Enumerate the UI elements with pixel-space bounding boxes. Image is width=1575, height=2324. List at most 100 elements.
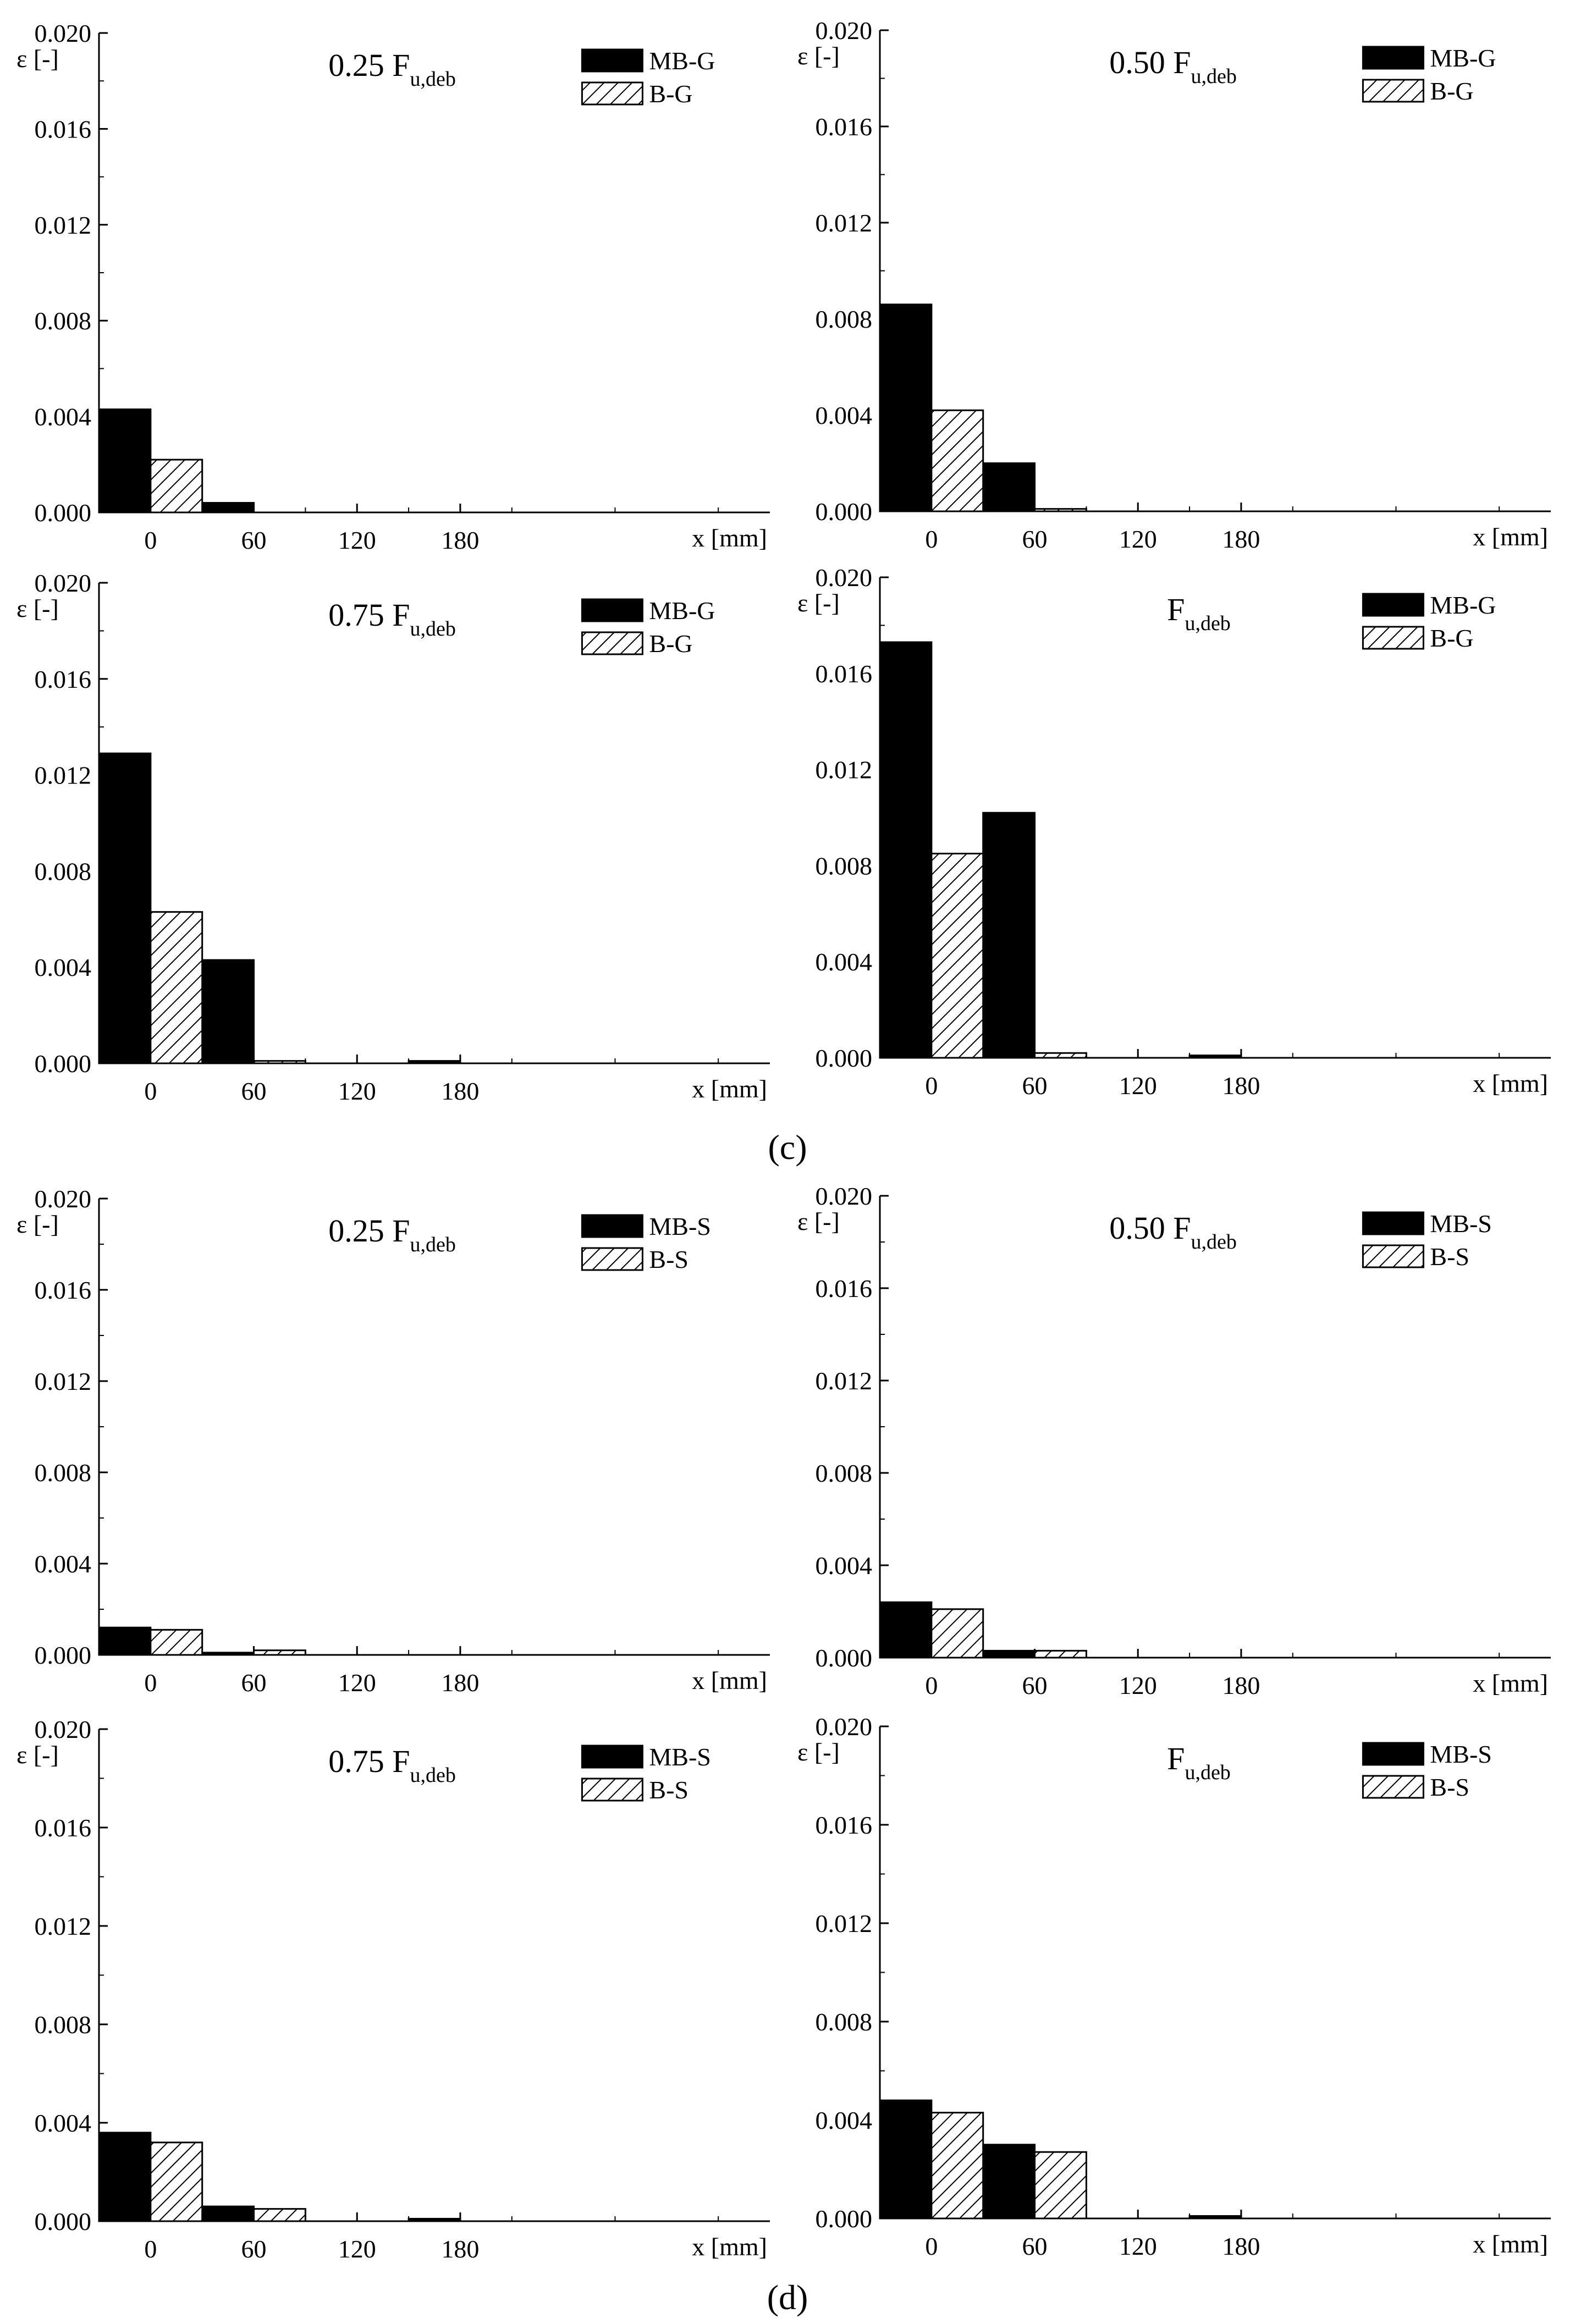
- y-axis-label: ε [-]: [16, 45, 59, 73]
- y-tick-label: 0.020: [816, 1182, 873, 1210]
- mb-bar-60: [201, 502, 255, 514]
- chart-title: Fu,deb: [1167, 1741, 1231, 1784]
- chart-title: 0.50 Fu,deb: [1109, 1210, 1237, 1254]
- y-tick-label: 0.016: [35, 1276, 92, 1304]
- mb-bar-0: [98, 409, 152, 514]
- y-tick-label: 0.020: [35, 1185, 92, 1213]
- x-axis-label: x [mm]: [1473, 1669, 1548, 1697]
- x-tick-label: 60: [1022, 2232, 1048, 2260]
- y-axis-label: ε [-]: [16, 1741, 59, 1769]
- legend-label: B-S: [1430, 1243, 1469, 1271]
- x-tick-label: 0: [144, 1669, 157, 1697]
- legend-swatch: [581, 598, 643, 622]
- x-tick-label: 60: [1022, 1072, 1048, 1100]
- legend-label: MB-G: [1430, 591, 1496, 619]
- x-tick-label: 120: [1119, 2232, 1157, 2260]
- y-tick-label: 0.008: [35, 1459, 92, 1487]
- x-tick-label: 120: [338, 526, 376, 554]
- x-tick-label: 120: [338, 1077, 376, 1105]
- x-tick-label: 180: [1222, 2232, 1260, 2260]
- legend-swatch: [581, 1777, 643, 1802]
- mb-bar-60: [201, 959, 255, 1064]
- b-bar-60: [1034, 1649, 1087, 1659]
- legend-label: B-S: [649, 1245, 689, 1273]
- legend-swatch: [1362, 79, 1424, 103]
- chart-6: 0.000 0.004 0.008 0.012 0.016 0.020 0 60 120 180 ε…: [797, 1182, 1551, 1699]
- legend-label: MB-G: [649, 47, 715, 75]
- legend-swatch: [581, 81, 643, 106]
- legend-swatch: [581, 631, 643, 655]
- legend-swatch: [1362, 626, 1424, 650]
- mb-bar-180: [1188, 1055, 1242, 1059]
- panel-label-c: (c): [768, 1128, 807, 1167]
- y-axis-label: ε [-]: [16, 1210, 59, 1238]
- y-tick-label: 0.016: [35, 115, 92, 143]
- y-tick-label: 0.008: [816, 1459, 873, 1487]
- x-tick-label: 180: [1222, 1072, 1260, 1100]
- x-tick-label: 60: [1022, 525, 1048, 553]
- y-tick-label: 0.012: [816, 209, 873, 237]
- x-tick-label: 120: [1119, 525, 1157, 553]
- b-bar-0: [930, 2112, 984, 2220]
- y-tick-label: 0.000: [35, 1641, 92, 1669]
- legend-swatch: [581, 1745, 643, 1769]
- x-tick-label: 180: [441, 1077, 479, 1105]
- mb-bar-180: [1188, 2215, 1242, 2220]
- chart-title-subscript: u,deb: [1185, 1761, 1230, 1784]
- legend-label: MB-S: [649, 1212, 711, 1240]
- y-tick-label: 0.008: [816, 2008, 873, 2036]
- chart-5: 0.000 0.004 0.008 0.012 0.016 0.020 0 60 120 180 ε…: [16, 1185, 770, 1697]
- legend-label: B-G: [1430, 77, 1473, 105]
- chart-title: 0.50 Fu,deb: [1109, 45, 1237, 88]
- legend-swatch: [1362, 46, 1424, 70]
- mb-bar-0: [879, 1601, 933, 1659]
- legend-label: B-G: [1430, 624, 1473, 652]
- mb-bar-0: [879, 303, 933, 512]
- legend-label: B-G: [649, 80, 692, 108]
- mb-bar-60: [201, 1652, 255, 1656]
- x-tick-label: 120: [338, 2235, 376, 2263]
- mb-bar-60: [982, 1649, 1036, 1659]
- y-tick-label: 0.000: [816, 1044, 873, 1072]
- y-tick-label: 0.020: [816, 16, 873, 45]
- chart-title-subscript: u,deb: [410, 1233, 456, 1256]
- b-bar-0: [930, 1608, 984, 1659]
- y-tick-label: 0.004: [816, 948, 873, 976]
- legend-swatch: [1362, 1775, 1424, 1799]
- x-axis-label: x [mm]: [1473, 2230, 1548, 2258]
- y-tick-label: 0.000: [35, 2207, 92, 2235]
- x-tick-label: 60: [241, 1077, 267, 1105]
- x-tick-label: 120: [338, 1669, 376, 1697]
- y-tick-label: 0.008: [816, 305, 873, 333]
- legend-swatch: [581, 1214, 643, 1238]
- b-bar-0: [150, 2141, 203, 2222]
- chart-3: 0.000 0.004 0.008 0.012 0.016 0.020 0 60 120 180 ε…: [16, 569, 770, 1105]
- y-tick-label: 0.004: [35, 2109, 92, 2137]
- b-bar-60: [1034, 1052, 1087, 1059]
- x-tick-label: 0: [144, 2235, 157, 2263]
- chart-1: 0.000 0.004 0.008 0.012 0.016 0.020 0 60 120 180 ε…: [16, 19, 770, 554]
- chart-title-subscript: u,deb: [410, 1764, 456, 1787]
- x-tick-label: 60: [241, 2235, 267, 2263]
- y-tick-label: 0.000: [35, 499, 92, 527]
- y-tick-label: 0.012: [35, 211, 92, 239]
- chart-title-subscript: u,deb: [410, 68, 456, 91]
- y-tick-label: 0.012: [35, 1367, 92, 1395]
- legend-swatch: [581, 48, 643, 73]
- x-tick-label: 180: [441, 2235, 479, 2263]
- x-tick-label: 0: [925, 2232, 938, 2260]
- legend-swatch: [581, 1247, 643, 1271]
- mb-bar-0: [98, 752, 152, 1064]
- y-tick-label: 0.020: [816, 1713, 873, 1741]
- y-tick-label: 0.012: [816, 1909, 873, 1937]
- y-tick-label: 0.012: [816, 1367, 873, 1395]
- legend-label: MB-S: [1430, 1740, 1491, 1768]
- chart-title: 0.25 Fu,deb: [328, 47, 456, 91]
- y-tick-label: 0.012: [816, 756, 873, 784]
- mb-bar-0: [879, 641, 933, 1059]
- x-tick-label: 180: [441, 1669, 479, 1697]
- chart-title-subscript: u,deb: [1191, 65, 1237, 88]
- b-bar-0: [150, 1629, 203, 1656]
- b-bar-0: [150, 911, 203, 1064]
